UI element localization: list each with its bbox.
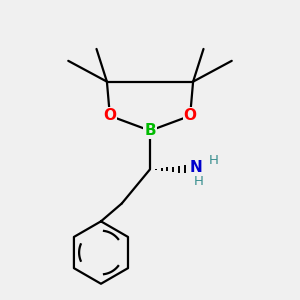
Text: H: H: [194, 175, 203, 188]
Text: O: O: [184, 108, 196, 123]
Text: O: O: [103, 108, 116, 123]
Text: H: H: [208, 154, 218, 167]
Text: B: B: [144, 123, 156, 138]
Text: N: N: [190, 160, 202, 175]
